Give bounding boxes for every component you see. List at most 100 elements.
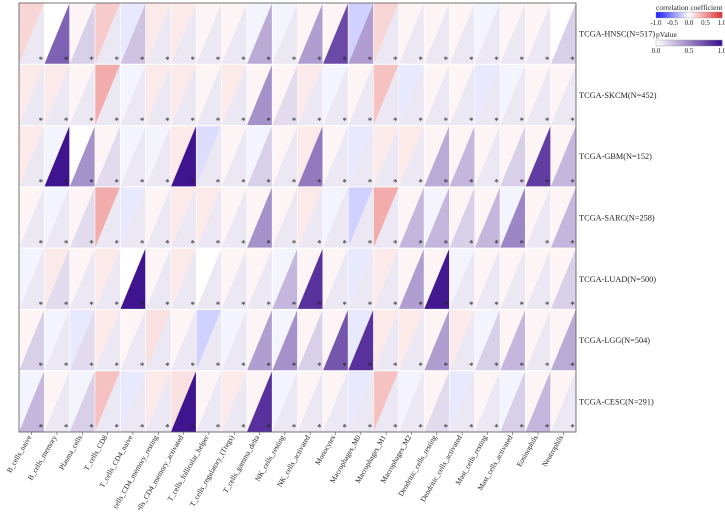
significance-marker: * bbox=[444, 116, 449, 126]
significance-marker: * bbox=[140, 239, 145, 249]
legend-corr-tick: 0.0 bbox=[685, 19, 694, 27]
significance-marker: * bbox=[266, 116, 271, 126]
significance-marker: * bbox=[342, 300, 347, 310]
significance-marker: * bbox=[469, 239, 474, 249]
significance-marker: * bbox=[165, 300, 170, 310]
significance-marker: * bbox=[89, 239, 94, 249]
significance-marker: * bbox=[64, 423, 69, 433]
row-label: TCGA-LUAD(N=500) bbox=[579, 275, 656, 284]
column-label: T_cells_CD8 bbox=[82, 433, 110, 472]
significance-marker: * bbox=[520, 300, 525, 310]
significance-marker: * bbox=[520, 361, 525, 371]
significance-marker: * bbox=[39, 55, 44, 65]
significance-marker: * bbox=[393, 239, 398, 249]
significance-marker: * bbox=[418, 55, 423, 65]
significance-marker: * bbox=[342, 55, 347, 65]
significance-marker: * bbox=[266, 423, 271, 433]
significance-marker: * bbox=[545, 55, 550, 65]
significance-marker: * bbox=[115, 116, 120, 126]
significance-marker: * bbox=[494, 55, 499, 65]
significance-marker: * bbox=[317, 177, 322, 187]
significance-marker: * bbox=[165, 361, 170, 371]
significance-marker: * bbox=[190, 300, 195, 310]
significance-marker: * bbox=[317, 361, 322, 371]
significance-marker: * bbox=[418, 300, 423, 310]
significance-marker: * bbox=[520, 239, 525, 249]
column-label: Plasma_cells bbox=[57, 433, 84, 471]
significance-marker: * bbox=[393, 300, 398, 310]
significance-marker: * bbox=[266, 239, 271, 249]
significance-marker: * bbox=[570, 239, 575, 249]
significance-marker: * bbox=[292, 177, 297, 187]
significance-marker: * bbox=[469, 361, 474, 371]
significance-marker: * bbox=[570, 300, 575, 310]
significance-marker: * bbox=[39, 239, 44, 249]
row-label: TCGA-LGG(N=504) bbox=[579, 336, 650, 345]
legend-p-tick: 1.0 bbox=[718, 47, 725, 55]
significance-marker: * bbox=[115, 177, 120, 187]
significance-marker: * bbox=[64, 300, 69, 310]
significance-marker: * bbox=[165, 239, 170, 249]
significance-marker: * bbox=[418, 239, 423, 249]
significance-marker: * bbox=[469, 177, 474, 187]
significance-marker: * bbox=[190, 55, 195, 65]
significance-marker: * bbox=[545, 300, 550, 310]
significance-marker: * bbox=[266, 55, 271, 65]
significance-marker: * bbox=[115, 361, 120, 371]
significance-marker: * bbox=[89, 423, 94, 433]
chart-container: * * * * * * * * * * * * * * * * * * * * * * * * * * * * * * * * * * * * * * * *… bbox=[0, 0, 725, 510]
significance-marker: * bbox=[216, 423, 221, 433]
row-label: TCGA-HNSC(N=517) bbox=[579, 30, 655, 39]
significance-marker: * bbox=[216, 239, 221, 249]
significance-marker: * bbox=[216, 55, 221, 65]
significance-marker: * bbox=[241, 239, 246, 249]
significance-marker: * bbox=[317, 55, 322, 65]
significance-marker: * bbox=[292, 361, 297, 371]
legend-p-tick: 0.5 bbox=[685, 47, 694, 55]
significance-marker: * bbox=[140, 177, 145, 187]
legend-corr-tick: -1.0 bbox=[650, 19, 662, 27]
significance-marker: * bbox=[545, 239, 550, 249]
significance-marker: * bbox=[469, 300, 474, 310]
significance-marker: * bbox=[241, 361, 246, 371]
significance-marker: * bbox=[444, 361, 449, 371]
significance-marker: * bbox=[545, 116, 550, 126]
significance-marker: * bbox=[39, 300, 44, 310]
column-label: Eosinophils bbox=[515, 433, 540, 468]
significance-marker: * bbox=[520, 116, 525, 126]
significance-marker: * bbox=[190, 423, 195, 433]
significance-marker: * bbox=[241, 423, 246, 433]
significance-marker: * bbox=[393, 423, 398, 433]
significance-marker: * bbox=[115, 300, 120, 310]
significance-marker: * bbox=[165, 423, 170, 433]
significance-marker: * bbox=[520, 177, 525, 187]
significance-marker: * bbox=[469, 423, 474, 433]
significance-marker: * bbox=[393, 177, 398, 187]
significance-marker: * bbox=[368, 300, 373, 310]
significance-marker: * bbox=[368, 361, 373, 371]
significance-marker: * bbox=[317, 239, 322, 249]
significance-marker: * bbox=[444, 239, 449, 249]
row-label: TCGA-CESC(N=291) bbox=[579, 397, 654, 406]
significance-marker: * bbox=[115, 55, 120, 65]
significance-marker: * bbox=[444, 423, 449, 433]
significance-marker: * bbox=[140, 55, 145, 65]
significance-marker: * bbox=[368, 55, 373, 65]
significance-marker: * bbox=[140, 116, 145, 126]
significance-marker: * bbox=[292, 239, 297, 249]
significance-marker: * bbox=[140, 361, 145, 371]
significance-marker: * bbox=[545, 177, 550, 187]
significance-marker: * bbox=[545, 361, 550, 371]
significance-marker: * bbox=[216, 361, 221, 371]
significance-marker: * bbox=[39, 423, 44, 433]
legend-p-tick: 0.0 bbox=[652, 47, 661, 55]
significance-marker: * bbox=[469, 116, 474, 126]
significance-marker: * bbox=[342, 361, 347, 371]
significance-marker: * bbox=[89, 55, 94, 65]
significance-marker: * bbox=[570, 361, 575, 371]
significance-marker: * bbox=[570, 55, 575, 65]
significance-marker: * bbox=[342, 177, 347, 187]
significance-marker: * bbox=[216, 116, 221, 126]
significance-marker: * bbox=[140, 300, 145, 310]
significance-marker: * bbox=[342, 423, 347, 433]
